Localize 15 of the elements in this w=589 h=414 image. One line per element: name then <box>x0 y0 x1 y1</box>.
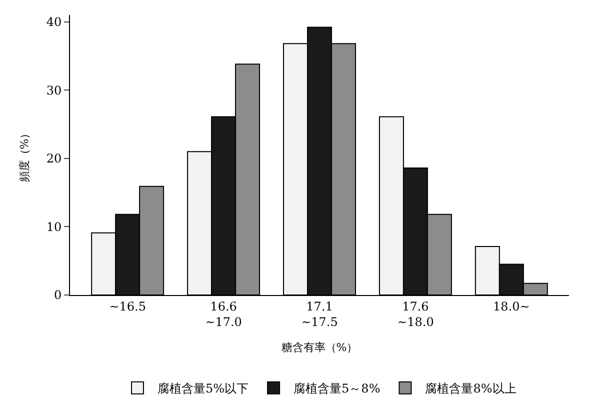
legend-label: 腐植含量5%以下 <box>158 382 249 396</box>
x-tick-label: 17.1 ~17.5 <box>301 299 338 329</box>
legend-label: 腐植含量8%以上 <box>425 382 516 396</box>
x-axis-title: 糖含有率（%） <box>281 341 358 354</box>
x-tick-label: 17.6 ~18.0 <box>397 299 434 329</box>
y-tick-label: 40 <box>46 15 62 30</box>
x-tick-label: 16.6 ~17.0 <box>205 299 242 329</box>
x-tick-label: 18.0~ <box>493 299 530 314</box>
y-tick-label: 0 <box>54 288 62 302</box>
y-tick-label: 20 <box>46 152 62 166</box>
y-axis-title: 頻度（%） <box>18 128 31 182</box>
x-tick-label: ~16.5 <box>109 299 146 314</box>
y-tick-label: 30 <box>46 83 62 98</box>
legend-label: 腐植含量5～8% <box>294 382 380 396</box>
y-tick-label: 10 <box>46 220 62 234</box>
